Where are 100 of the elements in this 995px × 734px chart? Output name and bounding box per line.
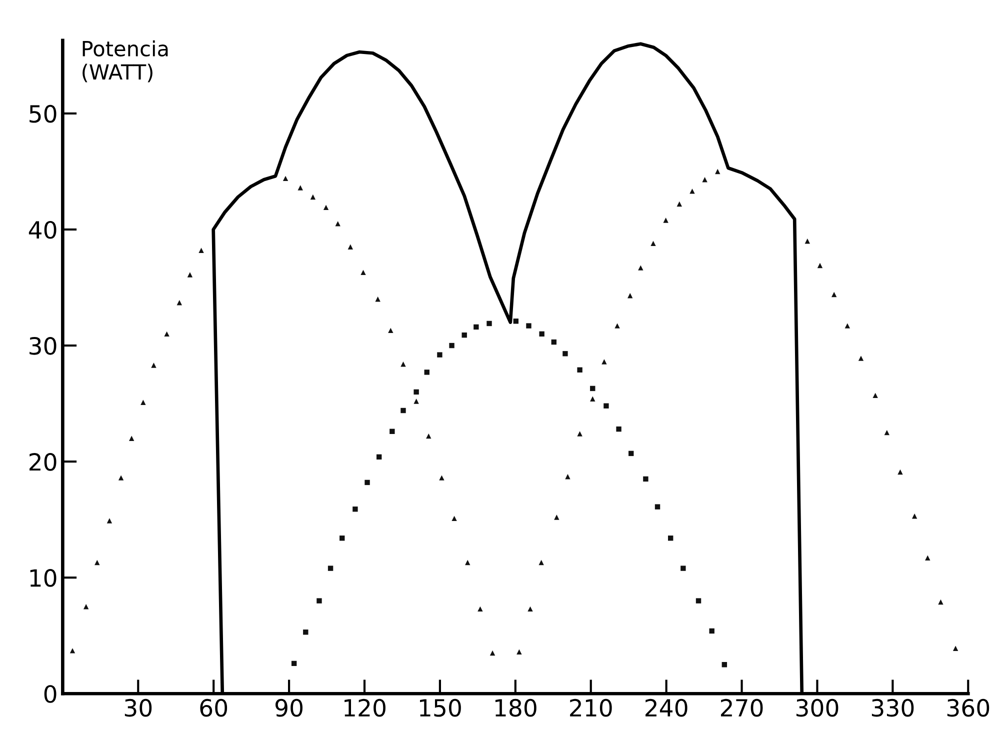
point xyxy=(709,628,714,634)
point xyxy=(663,218,668,223)
y-tick-label: 30 xyxy=(30,336,56,355)
point xyxy=(554,514,560,520)
y-tick-label: 40 xyxy=(28,220,56,239)
x-tick-label: 180 xyxy=(495,698,536,717)
point xyxy=(938,599,944,605)
point xyxy=(912,514,918,519)
point xyxy=(565,474,570,480)
point xyxy=(680,566,686,571)
point xyxy=(577,431,582,436)
point xyxy=(335,221,340,226)
point xyxy=(702,177,708,182)
point xyxy=(638,265,644,270)
point xyxy=(140,400,146,405)
point xyxy=(616,426,622,432)
point xyxy=(375,296,380,302)
point xyxy=(538,560,544,566)
point xyxy=(465,560,470,566)
point xyxy=(400,362,406,367)
point xyxy=(282,176,288,182)
point xyxy=(898,469,903,475)
point xyxy=(486,320,492,326)
point xyxy=(668,536,674,541)
point xyxy=(676,201,682,207)
point xyxy=(690,188,695,194)
point xyxy=(414,398,419,404)
point xyxy=(650,240,656,246)
point xyxy=(164,331,170,337)
point xyxy=(628,293,633,298)
x-tick-label: 210 xyxy=(570,698,612,717)
point xyxy=(831,292,837,298)
point xyxy=(151,362,156,368)
point xyxy=(323,204,329,210)
point xyxy=(94,560,100,566)
point xyxy=(187,272,193,278)
x-tick-label: 240 xyxy=(646,698,688,717)
point xyxy=(449,342,454,348)
x-tick-label: 150 xyxy=(420,698,461,717)
y-tick-label: 20 xyxy=(30,453,56,471)
point xyxy=(390,428,395,434)
point xyxy=(129,436,134,441)
point xyxy=(70,648,76,654)
point xyxy=(614,323,620,328)
point xyxy=(198,248,204,253)
point xyxy=(539,331,544,337)
point xyxy=(426,433,432,439)
point xyxy=(348,244,354,250)
point xyxy=(106,518,112,524)
point xyxy=(590,386,596,392)
point xyxy=(364,480,370,486)
point xyxy=(303,630,308,635)
point xyxy=(952,646,958,651)
point xyxy=(291,660,297,666)
point xyxy=(654,504,660,510)
point xyxy=(400,408,406,414)
point xyxy=(884,430,890,436)
point xyxy=(424,370,430,375)
point xyxy=(452,516,457,522)
point xyxy=(604,403,609,408)
point xyxy=(83,604,89,610)
point xyxy=(462,332,467,338)
point xyxy=(310,194,316,200)
point xyxy=(722,662,728,668)
x-tick-label: 30 xyxy=(124,698,152,717)
point xyxy=(328,566,334,571)
point xyxy=(340,536,345,541)
x-tick-label: 120 xyxy=(344,698,386,717)
point xyxy=(388,328,394,334)
point xyxy=(376,454,382,460)
y-tick-label: 10 xyxy=(30,569,56,587)
point xyxy=(577,367,582,372)
point xyxy=(526,323,532,328)
point xyxy=(602,359,607,364)
point xyxy=(478,606,483,612)
point xyxy=(439,475,444,480)
x-tick-label: 90 xyxy=(276,698,302,717)
point xyxy=(516,649,522,654)
point xyxy=(360,270,366,276)
point xyxy=(528,606,533,612)
point xyxy=(696,598,702,604)
x-tick-label: 270 xyxy=(720,698,763,717)
point xyxy=(925,555,930,560)
point xyxy=(817,262,823,268)
point xyxy=(872,392,878,398)
x-tick-label: 360 xyxy=(947,698,990,717)
point xyxy=(804,238,810,244)
y-axis-title: Potencia (WATT) xyxy=(82,40,168,82)
point xyxy=(858,356,864,361)
point xyxy=(643,476,648,482)
x-tick-label: 60 xyxy=(200,698,228,717)
point xyxy=(118,475,124,480)
y-tick-label: 50 xyxy=(30,104,56,123)
point xyxy=(414,389,419,395)
x-tick-label: 330 xyxy=(872,698,914,717)
point xyxy=(628,450,634,456)
point xyxy=(176,300,182,306)
point xyxy=(844,323,850,328)
point xyxy=(352,506,358,512)
x-tick-label: 300 xyxy=(796,698,838,717)
